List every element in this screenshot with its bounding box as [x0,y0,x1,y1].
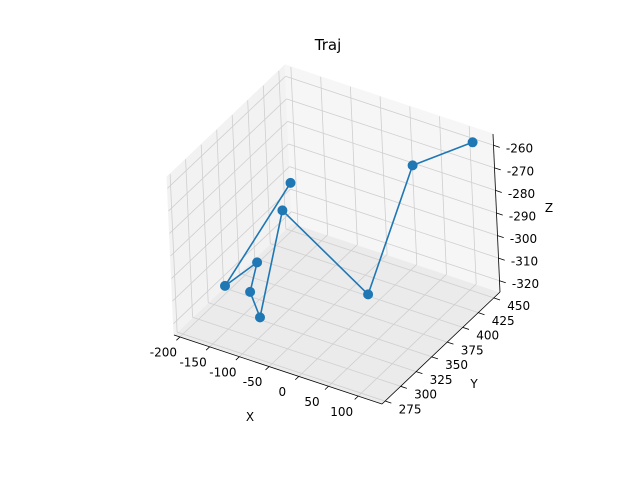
x-tick-label: 0 [278,385,286,399]
y-tick-label: 275 [399,402,422,416]
y-grid-floor [176,331,386,402]
x-grid-floor [268,254,388,367]
z-axis-label: Z [545,201,553,215]
x-tick-label: -50 [243,375,263,389]
y-tick-mark [447,341,454,345]
y-tick-label: 375 [461,343,484,357]
x-tick-mark [235,356,240,361]
y-tick-label: 400 [476,329,499,343]
y-grid-floor [254,258,463,328]
z-grid-back [289,166,498,236]
x-tick-label: 100 [330,405,353,419]
y-grid-floor [239,272,448,343]
chart-title: Traj [314,36,341,54]
x-tick-label: 50 [304,395,319,409]
x-tick-label: -150 [179,356,206,370]
z-tick-mark [499,280,506,284]
trajectory-point [245,286,256,297]
x-grid-floor [357,283,477,397]
trajectory-point [252,257,263,268]
y-axis-line [381,291,501,405]
x-grid-floor [209,234,328,348]
y-tick-mark [431,356,439,360]
trajectory-point [363,289,374,300]
y-tick-label: 350 [445,358,468,372]
y-grid-floor [285,228,494,299]
z-grid-left [171,166,290,279]
z-tick-label: -310 [511,255,538,269]
z-tick-label: -320 [512,277,539,291]
x-grid-floor [179,224,299,338]
z-grid-left [168,98,287,212]
x-grid-floor [298,264,418,377]
y-grid-floor [192,316,401,387]
z-grid-left [170,143,289,257]
grid-lines [167,66,500,402]
x-tick-label: -200 [150,346,177,360]
y-grid-floor [208,302,417,372]
trajectory-point [220,280,230,291]
x-tick-label: -100 [209,365,236,379]
z-grid-back [285,75,494,146]
y-tick-mark [384,400,392,404]
z-grid-left [169,121,288,234]
z-tick-mark [496,212,503,216]
y-grid-floor [223,287,432,358]
y-tick-label: 450 [507,299,530,313]
trajectory-point [467,137,478,148]
z-tick-label: -300 [510,232,537,246]
z-tick-label: -290 [509,209,536,223]
y-tick-mark [462,326,470,330]
z-tick-mark [498,257,505,261]
trajectory-point [277,205,288,216]
x-axis-label: X [246,410,254,424]
data-series [220,137,478,323]
z-tick-mark [494,167,501,171]
x-tick-mark [176,336,181,341]
x-tick-mark [324,385,329,390]
z-grid-back [288,143,497,214]
y-tick-mark [400,385,407,389]
trajectory-point [407,160,418,171]
z-tick-mark [497,235,504,239]
z-grid-left [172,188,291,302]
z-tick-mark [493,144,500,148]
y-tick-mark [493,297,501,301]
z-grid-left [167,76,286,189]
y-tick-label: 425 [492,314,515,328]
z-grid-left [173,211,292,324]
z-tick-label: -270 [507,164,534,178]
trajectory-point [255,312,265,323]
x-tick-mark [294,376,300,381]
y-tick-label: 325 [430,373,453,387]
z-grid-back [286,98,495,169]
axis-panes [166,63,501,405]
x-grid-floor [239,244,358,357]
y-tick-label: 300 [414,388,437,402]
z-tick-mark [495,190,502,193]
z-grid-back [287,121,496,191]
x-tick-mark [354,395,359,400]
z-tick-label: -280 [508,187,535,201]
z-tick-label: -260 [506,142,533,156]
x-tick-mark [265,366,270,371]
y-tick-mark [416,371,423,375]
z-grid-back [290,188,499,259]
x-axis-line [173,334,383,405]
z-grid-back [291,211,500,282]
y-axis-label: Y [469,377,478,391]
y-tick-mark [478,312,485,316]
trajectory-point [285,177,296,188]
x-grid-floor [328,274,447,387]
x-tick-mark [205,346,210,351]
